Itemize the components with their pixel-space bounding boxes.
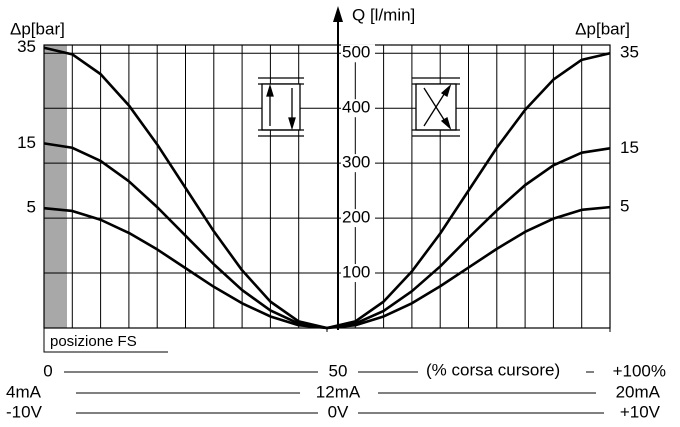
valve-symbol-crossed bbox=[412, 77, 460, 137]
y-tick-label: 300 bbox=[342, 153, 370, 172]
curve bbox=[326, 205, 611, 330]
y-tick-label: 500 bbox=[342, 43, 370, 62]
y-tick-label: 100 bbox=[342, 263, 370, 282]
current-label: 12mA bbox=[316, 382, 361, 401]
voltage-label: 0V bbox=[328, 402, 349, 421]
label-bg bbox=[341, 209, 375, 228]
curve bbox=[43, 206, 328, 330]
x-tick-label: +100% bbox=[613, 361, 666, 380]
curve bbox=[326, 147, 611, 330]
band-label: posizione FS bbox=[50, 333, 137, 350]
label-bg bbox=[341, 264, 375, 283]
label-bg bbox=[341, 44, 375, 63]
curve-label: 5 bbox=[620, 197, 629, 216]
curve bbox=[43, 142, 328, 330]
y-tick-label: 400 bbox=[342, 98, 370, 117]
x-tick-label: 0 bbox=[43, 361, 52, 380]
x-tick-label: 50 bbox=[329, 361, 348, 380]
voltage-label: +10V bbox=[620, 402, 661, 421]
valve-symbol-parallel bbox=[258, 77, 304, 137]
y-axis-arrow bbox=[333, 6, 343, 22]
label-bg bbox=[341, 99, 375, 118]
current-label: 4mA bbox=[6, 382, 42, 401]
fs-bracket bbox=[43, 330, 168, 353]
curve-label: 15 bbox=[17, 133, 36, 152]
curve-label: 35 bbox=[620, 43, 639, 62]
right-label: Δp[bar] bbox=[575, 19, 630, 38]
fs-band bbox=[44, 45, 67, 328]
y-tick-label: 200 bbox=[342, 208, 370, 227]
curve bbox=[43, 46, 328, 330]
curve-label: 5 bbox=[27, 198, 36, 217]
curve-label: 15 bbox=[620, 138, 639, 157]
curve-label: 35 bbox=[17, 37, 36, 56]
scale-lines bbox=[64, 371, 604, 414]
current-label: 20mA bbox=[616, 382, 661, 401]
left-label: Δp[bar] bbox=[10, 19, 65, 38]
y-axis-label: Q [l/min] bbox=[352, 5, 415, 24]
curve bbox=[326, 51, 611, 330]
x-axis-label: (% corsa cursore) bbox=[426, 360, 560, 379]
label-bg bbox=[341, 154, 375, 173]
voltage-label: -10V bbox=[6, 402, 43, 421]
